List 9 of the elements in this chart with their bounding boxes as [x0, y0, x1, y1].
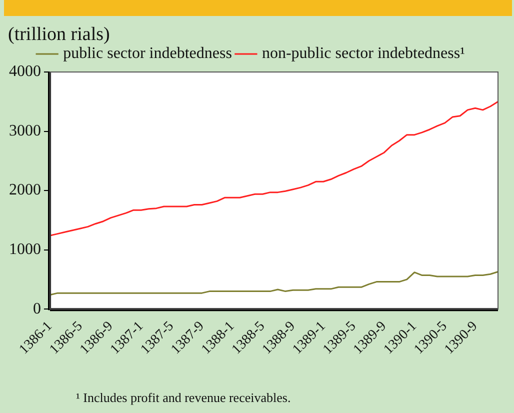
- legend-label: public sector indebtedness: [63, 45, 232, 62]
- text: ¹ Includes profit and revenue receivables.: [76, 390, 291, 406]
- y-tick-label: 1000: [9, 241, 41, 258]
- y-tick-label: 4000: [9, 63, 41, 80]
- legend-label: non-public sector indebtedness¹: [262, 45, 466, 62]
- y-axis-title: (trillion rials): [8, 24, 110, 46]
- y-tick-label: 0: [33, 300, 41, 318]
- y-tick-label: 2000: [9, 182, 41, 199]
- y-tick-label: 3000: [9, 122, 41, 140]
